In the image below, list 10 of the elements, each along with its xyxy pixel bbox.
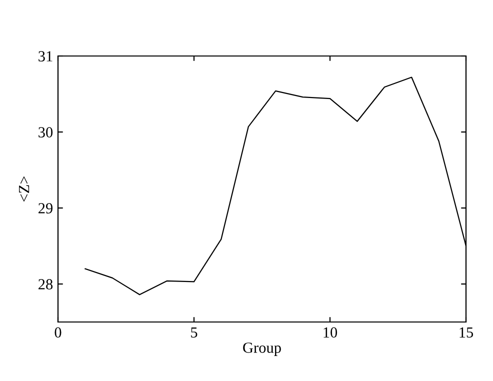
y-tick-label: 30 [38, 127, 53, 138]
y-tick-label: 29 [38, 203, 53, 214]
x-axis-title: Group [243, 342, 281, 356]
x-tick-label: 10 [324, 327, 338, 338]
y-axis-title: <Z> [19, 176, 30, 202]
x-tick-label: 5 [191, 327, 198, 338]
x-tick-label: 15 [460, 327, 474, 338]
y-tick-label: 28 [38, 279, 53, 290]
y-tick-label: 31 [38, 51, 52, 62]
x-tick-label: 0 [54, 327, 62, 338]
